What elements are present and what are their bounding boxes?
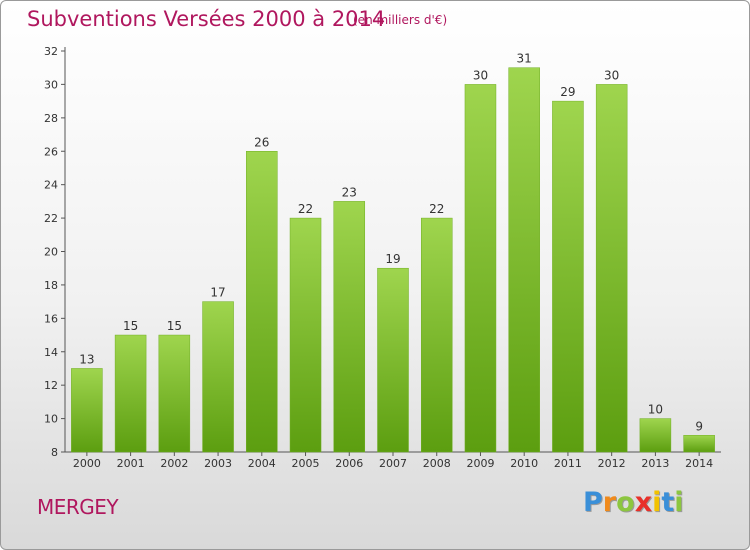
- bar-2006: [333, 201, 366, 453]
- bar-value-label: 22: [429, 202, 444, 216]
- bar-2005: [289, 217, 322, 453]
- y-tick-label: 28: [44, 112, 58, 125]
- proxiti-logo: Proxiti: [583, 487, 684, 518]
- chart-title: Subventions Versées 2000 à 2014: [27, 7, 386, 31]
- x-tick-label: 2000: [73, 457, 101, 470]
- bar-value-label: 15: [123, 319, 138, 333]
- bar-2001: [114, 334, 147, 453]
- x-tick-label: 2004: [248, 457, 276, 470]
- x-tick-label: 2001: [117, 457, 145, 470]
- bar-2007: [377, 267, 409, 453]
- y-tick-label: 8: [51, 446, 58, 459]
- bar-value-label: 17: [210, 286, 225, 300]
- logo-letter: P: [583, 487, 603, 518]
- x-tick-label: 2011: [554, 457, 582, 470]
- bar-value-label: 29: [560, 85, 575, 99]
- bar-value-label: 13: [79, 352, 94, 366]
- x-tick-label: 2007: [379, 457, 407, 470]
- y-tick-label: 18: [44, 279, 58, 292]
- bar-value-label: 9: [695, 419, 703, 433]
- bar-value-label: 26: [254, 135, 269, 149]
- chart-unit: (en milliers d'€): [353, 13, 448, 27]
- x-tick-label: 2003: [204, 457, 232, 470]
- bar-value-label: 19: [385, 252, 400, 266]
- y-tick-label: 32: [44, 45, 58, 58]
- x-tick-label: 2002: [160, 457, 188, 470]
- bar-2010: [508, 67, 540, 453]
- bars: 13 15 15 17 26 22 23 19 22 30 31 29 30 10 9: [71, 52, 715, 453]
- y-tick-label: 22: [44, 212, 58, 225]
- x-tick-label: 2008: [423, 457, 451, 470]
- x-tick-label: 2009: [466, 457, 494, 470]
- bar-value-label: 23: [342, 185, 357, 199]
- bar-2002: [158, 334, 191, 453]
- bar-value-label: 30: [604, 68, 619, 82]
- bar-value-label: 15: [167, 319, 182, 333]
- x-tick-label: 2010: [510, 457, 538, 470]
- y-tick-label: 26: [44, 145, 58, 158]
- bar-2012: [595, 84, 628, 453]
- bar-2013: [639, 418, 672, 453]
- bar-value-label: 30: [473, 68, 488, 82]
- y-tick-label: 12: [44, 379, 58, 392]
- x-tick-label: 2012: [598, 457, 626, 470]
- x-tick-label: 2006: [335, 457, 363, 470]
- y-tick-label: 30: [44, 78, 58, 91]
- bar-2009: [464, 84, 497, 453]
- y-tick-label: 16: [44, 312, 58, 325]
- y-tick-label: 14: [44, 346, 58, 359]
- bar-2008: [420, 217, 453, 453]
- x-tick-label: 2013: [641, 457, 669, 470]
- logo-letter: o: [616, 487, 635, 518]
- bar-value-label: 31: [517, 52, 532, 66]
- bar-2000: [71, 368, 103, 453]
- logo-letter: i: [652, 487, 662, 518]
- x-tick-label: 2014: [685, 457, 713, 470]
- bar-2004: [246, 151, 278, 453]
- bar-value-label: 10: [648, 403, 663, 417]
- logo-letter: r: [602, 487, 617, 518]
- bar-2014: [683, 435, 715, 453]
- y-tick-label: 24: [44, 179, 58, 192]
- logo-letter: t: [661, 487, 675, 518]
- bar-value-label: 22: [298, 202, 313, 216]
- bar-2011: [552, 100, 584, 453]
- y-tick-label: 20: [44, 246, 58, 259]
- bar-2003: [202, 301, 234, 453]
- axes: 8 10 12 14 16 18 20 22 24 26 28 30 32 2000 2001 2002 200…: [44, 45, 721, 470]
- logo-letter: i: [674, 487, 684, 518]
- x-tick-label: 2005: [292, 457, 320, 470]
- logo-letter: x: [634, 487, 653, 518]
- commune-name: MERGEY: [37, 495, 119, 519]
- y-tick-label: 10: [44, 413, 58, 426]
